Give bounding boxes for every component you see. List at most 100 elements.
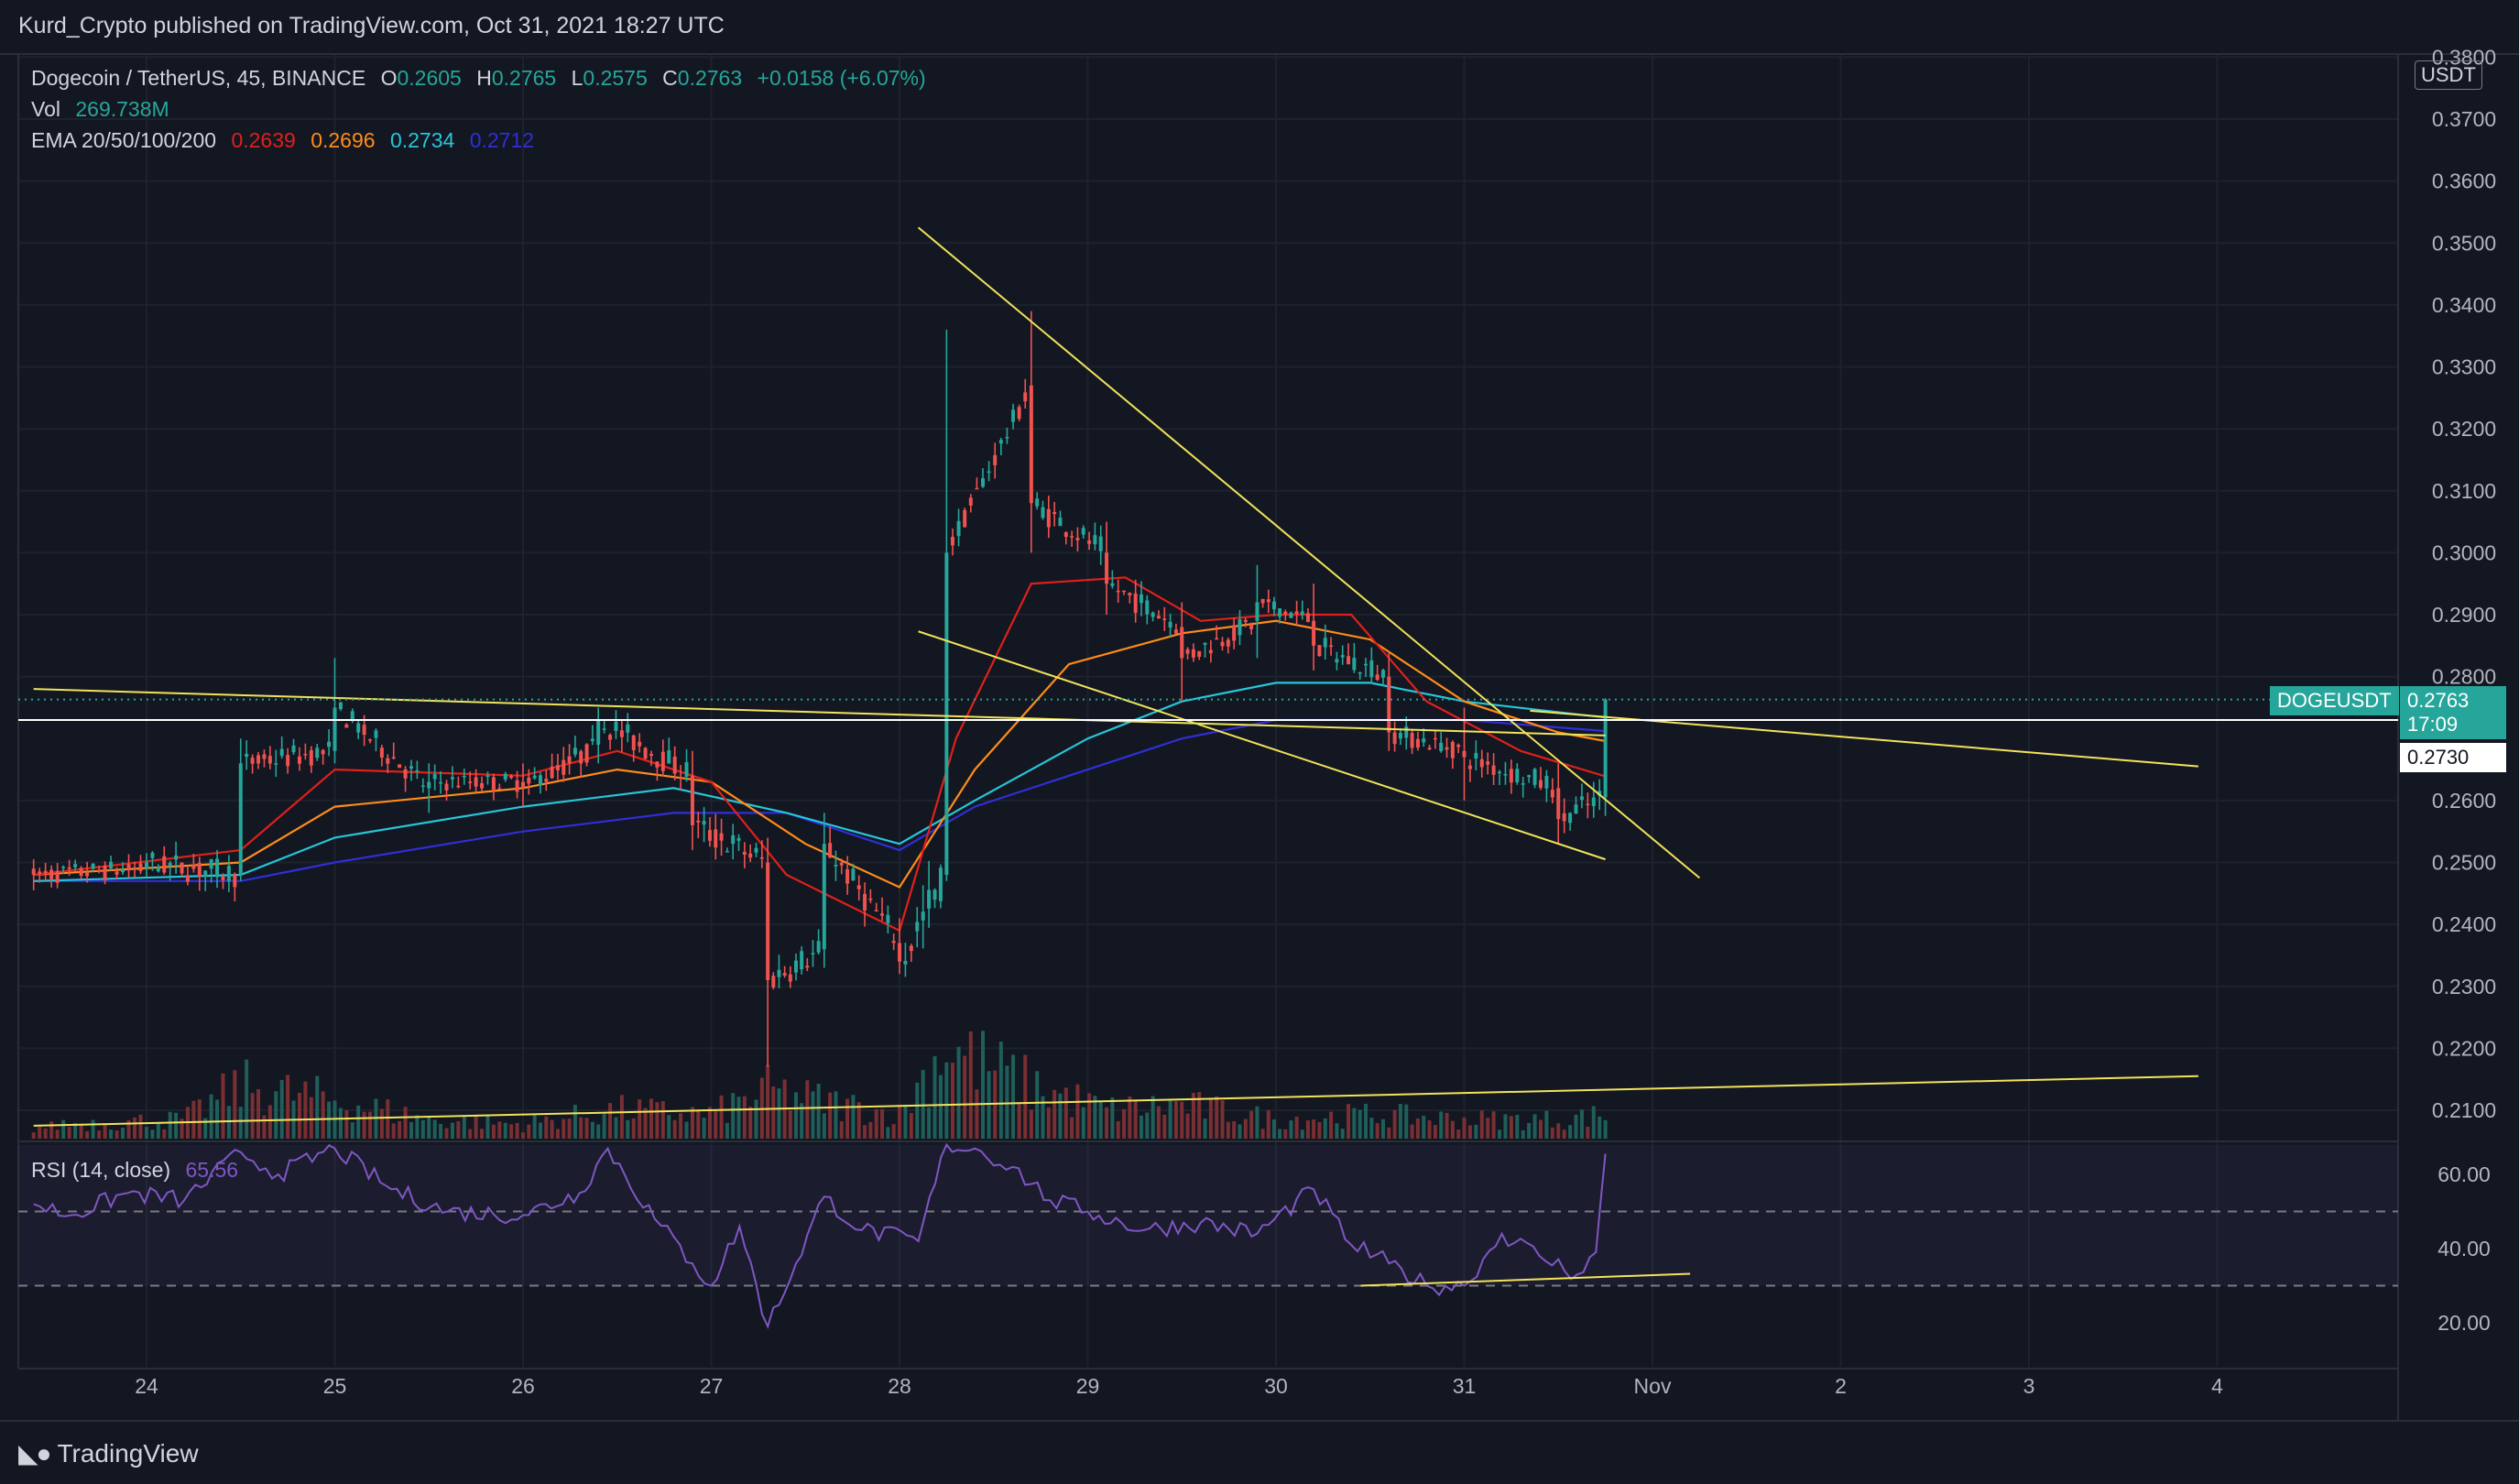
volume-bar [309, 1097, 313, 1139]
volume-bar [788, 1109, 792, 1139]
candle-body [398, 764, 402, 769]
candle-body [356, 723, 361, 733]
candle-body [1156, 616, 1161, 619]
candle-body [49, 869, 54, 879]
volume-bar [1491, 1111, 1496, 1139]
candle-body [1110, 583, 1115, 586]
ema20-line [33, 576, 1606, 933]
rsi-label[interactable]: RSI (14, close) [31, 1158, 171, 1182]
candle-body [649, 754, 653, 756]
candle-body [503, 773, 507, 780]
candle-body [1029, 385, 1033, 504]
volume-bar [1515, 1114, 1520, 1139]
candle-body [643, 747, 648, 759]
candle-body [777, 969, 781, 977]
volume-label[interactable]: Vol [31, 97, 60, 121]
volume-bar [1527, 1122, 1532, 1139]
candle-body [1128, 593, 1132, 596]
volume-bar [1128, 1097, 1132, 1139]
candle-body [987, 471, 991, 474]
candle-body [509, 776, 514, 779]
volume-bar [562, 1118, 566, 1139]
candle-body [1369, 660, 1374, 678]
volume-bar [1509, 1116, 1513, 1139]
volume-bar [456, 1120, 461, 1139]
candle-body [485, 775, 490, 778]
volume-bar [998, 1042, 1003, 1139]
volume-bar [828, 1092, 833, 1139]
volume-bar [1185, 1113, 1190, 1139]
volume-bar [356, 1105, 361, 1139]
candle-body [993, 454, 998, 465]
candle-body [932, 889, 937, 900]
candle-body [286, 755, 290, 767]
chart-canvas[interactable]: 0.3800 0.3700 0.3600 0.3500 0.3400 0.3300 0.32… [0, 0, 2519, 1420]
candle-body [1538, 780, 1543, 788]
candle-body [1387, 676, 1391, 733]
candle-body [725, 851, 729, 853]
candle-body [1340, 655, 1345, 658]
volume-bar [1347, 1104, 1351, 1139]
volume-bar [1380, 1118, 1385, 1139]
candle-body [690, 775, 694, 825]
volume-bar [1173, 1101, 1178, 1139]
volume-bar [1445, 1112, 1449, 1139]
candle-body [162, 856, 167, 873]
volume-bar [350, 1122, 354, 1139]
candle-body [1433, 737, 1437, 740]
candle-body [909, 945, 913, 952]
candle-body [1527, 775, 1532, 778]
volume-bar [338, 1108, 343, 1139]
candle-body [619, 730, 624, 737]
volume-bar [303, 1081, 308, 1139]
volume-bar [362, 1111, 366, 1139]
candle-body [1450, 741, 1455, 758]
volume-bar [67, 1127, 71, 1139]
volume-bar [480, 1129, 485, 1139]
price-tick-label: 0.2200 [2432, 1036, 2496, 1060]
ema-label[interactable]: EMA 20/50/100/200 [31, 128, 217, 152]
volume-bar [209, 1094, 213, 1139]
candle-body [1180, 627, 1184, 659]
volume-bar [874, 1108, 878, 1139]
ema100-value: 0.2734 [389, 128, 455, 152]
candle-body [226, 866, 231, 881]
volume-bar [1456, 1129, 1461, 1139]
candle-body [1498, 771, 1502, 774]
volume-bar [73, 1123, 78, 1139]
candle-body [1116, 590, 1120, 593]
change-value: +0.0158 (+6.07%) [757, 66, 926, 90]
volume-bar [1598, 1116, 1602, 1139]
volume-value: 269.738M [75, 97, 169, 121]
tradingview-brand: TradingView [57, 1439, 199, 1468]
candle-body [851, 868, 856, 881]
candle-body [168, 863, 172, 867]
candle-body [1544, 776, 1549, 789]
unit-label[interactable]: USDT [2415, 60, 2482, 90]
price-tick-label: 0.3400 [2432, 293, 2496, 317]
volume-bar [1294, 1116, 1299, 1139]
candle-body [1323, 638, 1327, 648]
volume-bar [921, 1070, 925, 1139]
candle-body [333, 707, 337, 751]
price-tick-label: 0.2400 [2432, 912, 2496, 936]
volume-bar [898, 1105, 901, 1139]
volume-bar [344, 1110, 349, 1139]
trendline [917, 226, 1701, 879]
tradingview-logo[interactable]: ◣● TradingView [18, 1438, 199, 1468]
time-tick-label: 26 [511, 1374, 535, 1398]
candle-body [742, 851, 747, 856]
candle-body [1364, 663, 1369, 666]
candle-body [350, 711, 354, 722]
candle-body [1574, 804, 1578, 814]
candle-body [1058, 518, 1063, 527]
candle-body [1294, 611, 1299, 615]
symbol-title[interactable]: Dogecoin / TetherUS, 45, BINANCE [31, 66, 366, 90]
trendline-drawings[interactable] [18, 226, 2398, 1287]
volume-bar [649, 1098, 653, 1139]
candle-body [1260, 598, 1265, 604]
volume-bar [1498, 1129, 1502, 1139]
candle-body [1081, 528, 1085, 535]
legend-volume: Vol 269.738M [31, 97, 179, 122]
volume-bar [1023, 1054, 1028, 1139]
